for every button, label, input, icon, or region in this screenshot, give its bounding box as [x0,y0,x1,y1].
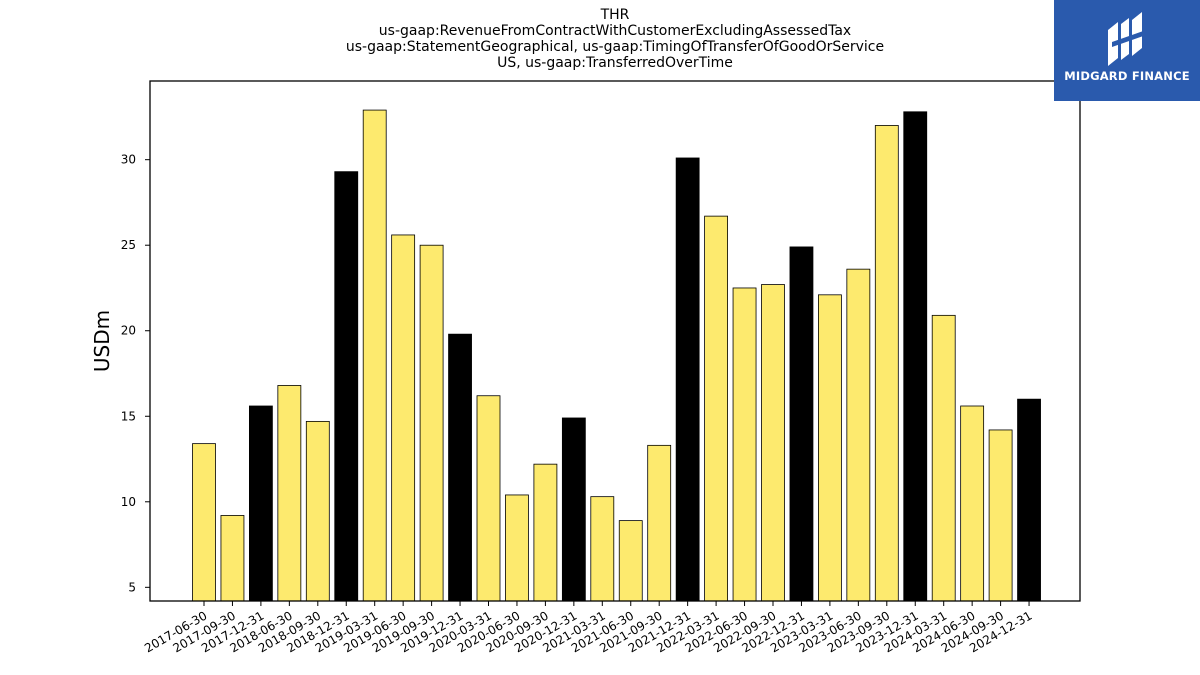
bar-2021-06-30 [618,520,643,602]
bar-2021-09-30 [647,444,672,602]
y-tick-label: 25 [121,238,136,252]
x-axis: 2017-06-302017-09-302017-12-312018-06-30… [142,601,1035,655]
bar-2017-12-31 [248,405,273,602]
y-tick-label: 15 [121,409,136,423]
bar-2023-09-30 [874,125,899,602]
bar-2019-09-30 [419,244,444,602]
logo-text: MIDGARD FINANCE [1064,69,1190,83]
bar-2022-03-31 [704,215,728,602]
bar-2017-09-30 [220,515,245,602]
bar-2019-03-31 [362,109,387,602]
bar-2017-06-30 [192,443,216,602]
bars-group [192,109,1041,602]
chart-title-line-2: us-gaap:RevenueFromContractWithCustomerE… [378,23,852,39]
bar-2020-12-31 [561,417,586,602]
bar-2023-03-31 [818,294,842,602]
y-tick-label: 30 [121,153,136,167]
bar-2022-06-30 [732,287,757,602]
bar-2024-09-30 [988,429,1013,602]
plot-area-frame [149,80,1081,602]
bar-2024-12-31 [1017,398,1041,602]
y-tick-label: 20 [121,324,136,338]
bar-2019-06-30 [391,234,416,602]
bar-2019-12-31 [448,333,472,602]
bar-2024-06-30 [960,405,985,602]
y-axis-label: USDm [90,310,114,372]
bar-2022-12-31 [789,246,814,602]
bar-2018-09-30 [305,420,330,602]
bar-2021-12-31 [675,157,700,602]
bar-2020-06-30 [505,494,529,602]
brand-logo: MIDGARD FINANCE [1054,0,1200,101]
y-tick-label: 5 [128,580,136,594]
bar-2021-03-31 [590,496,615,602]
bar-2024-03-31 [931,314,956,602]
bar-2018-06-30 [277,385,302,602]
bar-2022-09-30 [761,284,785,602]
bar-2020-09-30 [533,463,558,602]
midgard-logo-icon [1108,12,1146,66]
y-tick-label: 10 [121,495,136,509]
bar-2018-12-31 [334,171,359,602]
y-axis: 5 10 15 20 25 30 [121,153,150,594]
bar-2023-12-31 [903,111,928,602]
bar-2023-06-30 [846,268,871,602]
chart-title-line-3: us-gaap:StatementGeographical, us-gaap:T… [345,39,885,55]
chart-title-line-4: US, us-gaap:TransferredOverTime [497,55,733,71]
bar-2020-03-31 [476,395,501,602]
chart-title-line-1: THR [600,7,630,23]
